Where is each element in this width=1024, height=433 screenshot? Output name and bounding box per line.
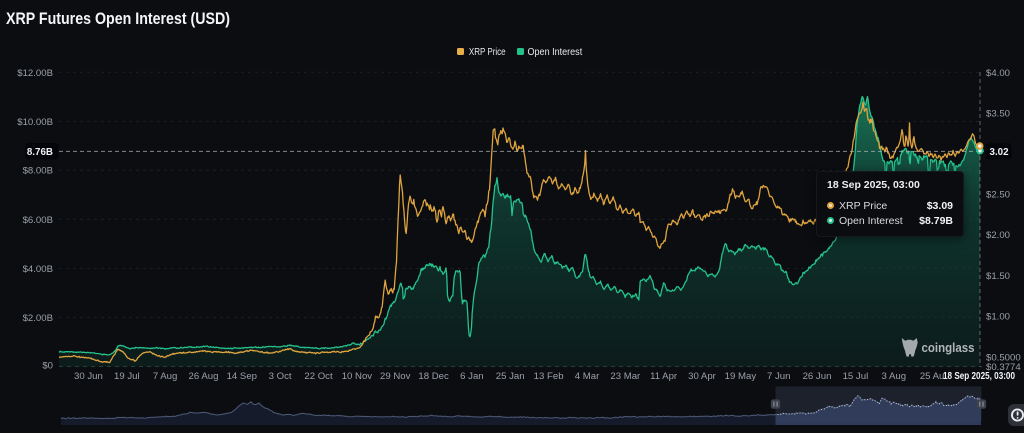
svg-text:$3.50: $3.50 [986,108,1010,119]
svg-text:18 Sep 2025, 03:00: 18 Sep 2025, 03:00 [943,371,1015,382]
svg-text:22 Oct: 22 Oct [304,371,333,382]
svg-text:19 Jul: 19 Jul [114,371,140,382]
svg-text:14 Sep: 14 Sep [227,371,257,382]
svg-text:$2.00B: $2.00B [23,313,53,324]
svg-text:11 Apr: 11 Apr [650,371,678,382]
svg-text:$8.00B: $8.00B [23,166,53,177]
svg-text:30 Jun: 30 Jun [74,371,103,382]
svg-text:30 Apr: 30 Apr [688,371,717,382]
svg-text:$6.00B: $6.00B [23,215,53,226]
svg-text:19 May: 19 May [725,371,757,382]
svg-text:$10.00B: $10.00B [17,117,53,128]
svg-text:$4.00: $4.00 [986,68,1010,79]
svg-text:XRP Price: XRP Price [469,47,506,58]
svg-text:3 Oct: 3 Oct [269,371,292,382]
svg-text:$12.00B: $12.00B [17,68,53,79]
svg-text:26 Aug: 26 Aug [189,371,219,382]
svg-text:3 Aug: 3 Aug [882,371,907,382]
svg-text:25 Au: 25 Au [920,371,945,382]
svg-text:13 Feb: 13 Feb [534,371,564,382]
svg-text:18 Dec: 18 Dec [418,371,449,382]
svg-text:6 Jan: 6 Jan [460,371,483,382]
svg-text:4 Mar: 4 Mar [575,371,600,382]
svg-text:15 Jul: 15 Jul [843,371,869,382]
svg-text:$1.50: $1.50 [986,271,1010,282]
svg-text:23 Mar: 23 Mar [610,371,641,382]
svg-text:8.76B: 8.76B [27,147,53,158]
svg-text:29 Nov: 29 Nov [380,371,411,382]
svg-text:3.02: 3.02 [990,147,1010,158]
svg-text:$0: $0 [42,361,53,372]
svg-text:26 Jun: 26 Jun [803,371,832,382]
svg-text:$4.00B: $4.00B [23,264,53,275]
svg-text:$2.50: $2.50 [986,190,1010,201]
svg-text:7 Jun: 7 Jun [767,371,790,382]
svg-text:XRP Futures Open Interest (USD: XRP Futures Open Interest (USD) [6,10,230,28]
svg-text:$0.3774: $0.3774 [986,362,1021,373]
svg-text:$0.5000: $0.5000 [986,353,1021,364]
svg-text:$2.00: $2.00 [986,230,1010,241]
svg-text:Open Interest: Open Interest [528,47,583,58]
svg-text:7 Aug: 7 Aug [153,371,178,382]
svg-text:coinglass: coinglass [922,340,975,355]
svg-text:$1.00: $1.00 [986,311,1010,322]
svg-text:10 Nov: 10 Nov [342,371,373,382]
svg-text:25 Jan: 25 Jan [496,371,525,382]
